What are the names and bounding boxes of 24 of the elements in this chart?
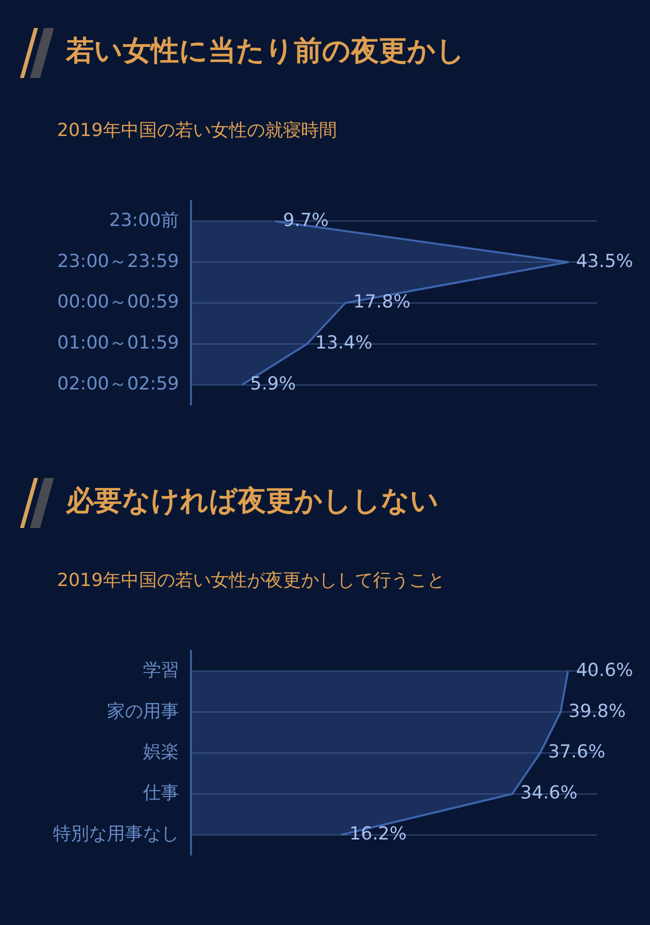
y-tick-label: 家の用事: [107, 700, 179, 722]
chart-subtitle: 2019年中国の若い女性の就寝時間: [57, 119, 337, 142]
data-label: 16.2%: [349, 823, 407, 844]
data-label: 43.5%: [576, 250, 634, 272]
y-tick-label: 娯楽: [143, 742, 179, 763]
chart-subtitle: 2019年中国の若い女性が夜更かしして行うこと: [57, 569, 445, 592]
chart-title: 若い女性に当たり前の夜更かし: [66, 33, 465, 69]
chart-title: 必要なければ夜更かししない: [66, 483, 439, 519]
data-label: 17.8%: [353, 292, 410, 313]
data-label: 39.8%: [568, 700, 626, 722]
y-tick-label: 01:00～01:59: [57, 332, 179, 354]
y-tick-label: 23:00前: [109, 210, 179, 231]
data-label: 40.6%: [576, 660, 634, 681]
y-tick-label: 学習: [143, 660, 179, 681]
data-label: 13.4%: [315, 332, 372, 354]
data-label: 9.7%: [283, 210, 329, 231]
data-label: 5.9%: [250, 373, 296, 394]
y-tick-label: 02:00～02:59: [57, 373, 179, 394]
y-tick-label: 23:00～23:59: [57, 250, 179, 272]
y-tick-label: 仕事: [142, 782, 179, 804]
data-label: 37.6%: [548, 742, 606, 763]
data-label: 34.6%: [520, 782, 578, 804]
y-tick-label: 特別な用事なし: [53, 823, 179, 844]
y-tick-label: 00:00～00:59: [57, 292, 179, 313]
